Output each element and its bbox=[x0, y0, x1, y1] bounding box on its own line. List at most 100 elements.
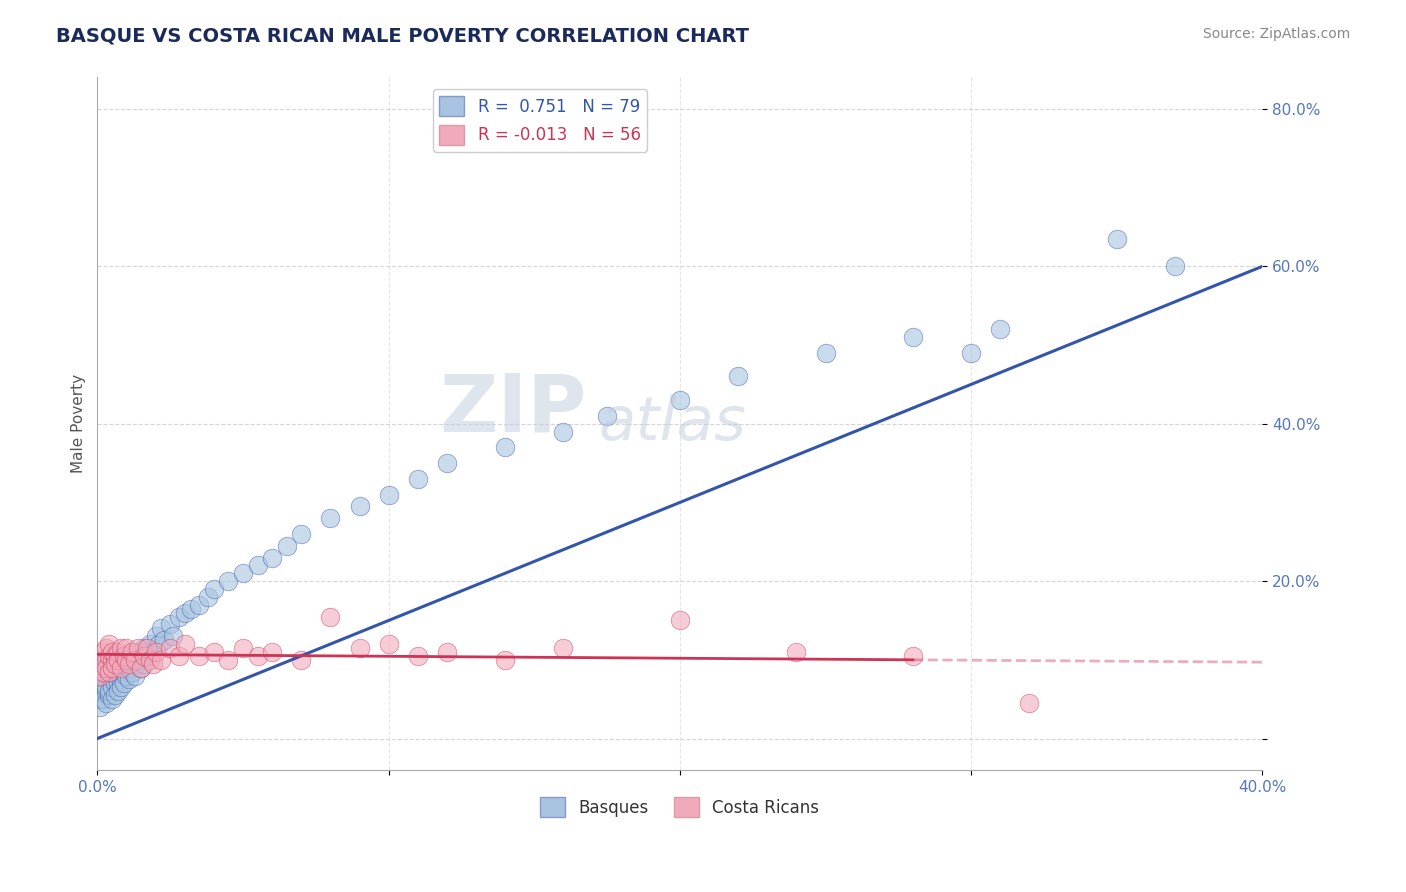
Point bbox=[94, 681, 117, 695]
Point bbox=[150, 653, 173, 667]
Point bbox=[150, 621, 173, 635]
Point bbox=[91, 668, 114, 682]
Point bbox=[104, 648, 127, 663]
Point bbox=[121, 665, 143, 679]
Point bbox=[129, 661, 152, 675]
Point bbox=[159, 617, 181, 632]
Point bbox=[118, 657, 141, 671]
Point bbox=[202, 645, 225, 659]
Point bbox=[110, 681, 132, 695]
Point bbox=[110, 661, 132, 675]
Point bbox=[104, 688, 127, 702]
Point bbox=[104, 657, 127, 671]
Point bbox=[129, 653, 152, 667]
Point bbox=[121, 653, 143, 667]
Point bbox=[115, 653, 138, 667]
Point bbox=[262, 645, 284, 659]
Legend: Basques, Costa Ricans: Basques, Costa Ricans bbox=[534, 790, 827, 824]
Y-axis label: Male Poverty: Male Poverty bbox=[72, 374, 86, 474]
Point bbox=[132, 648, 155, 663]
Point bbox=[98, 684, 121, 698]
Point bbox=[262, 550, 284, 565]
Point bbox=[94, 653, 117, 667]
Point bbox=[727, 369, 749, 384]
Point bbox=[91, 645, 114, 659]
Text: atlas: atlas bbox=[599, 394, 747, 453]
Point bbox=[377, 637, 399, 651]
Point bbox=[118, 661, 141, 675]
Point bbox=[246, 558, 269, 573]
Point bbox=[94, 696, 117, 710]
Point bbox=[118, 673, 141, 687]
Point bbox=[148, 637, 170, 651]
Point bbox=[91, 692, 114, 706]
Point bbox=[107, 668, 129, 682]
Point bbox=[112, 665, 135, 679]
Point bbox=[101, 645, 124, 659]
Point bbox=[89, 661, 111, 675]
Point bbox=[173, 637, 195, 651]
Point bbox=[89, 676, 111, 690]
Point bbox=[104, 676, 127, 690]
Point bbox=[139, 637, 162, 651]
Point bbox=[107, 684, 129, 698]
Point bbox=[596, 409, 619, 423]
Text: BASQUE VS COSTA RICAN MALE POVERTY CORRELATION CHART: BASQUE VS COSTA RICAN MALE POVERTY CORRE… bbox=[56, 27, 749, 45]
Point bbox=[145, 629, 167, 643]
Point bbox=[115, 668, 138, 682]
Point bbox=[162, 629, 184, 643]
Point bbox=[197, 590, 219, 604]
Point bbox=[127, 645, 149, 659]
Point bbox=[94, 673, 117, 687]
Point bbox=[124, 653, 146, 667]
Point bbox=[101, 653, 124, 667]
Point bbox=[129, 661, 152, 675]
Point bbox=[319, 511, 342, 525]
Point bbox=[901, 330, 924, 344]
Point bbox=[142, 645, 165, 659]
Point bbox=[98, 688, 121, 702]
Point bbox=[110, 640, 132, 655]
Point bbox=[104, 665, 127, 679]
Text: Source: ZipAtlas.com: Source: ZipAtlas.com bbox=[1202, 27, 1350, 41]
Point bbox=[785, 645, 807, 659]
Point bbox=[94, 684, 117, 698]
Point bbox=[135, 640, 157, 655]
Point bbox=[153, 633, 176, 648]
Point bbox=[91, 676, 114, 690]
Point bbox=[101, 661, 124, 675]
Point bbox=[553, 425, 575, 439]
Point bbox=[107, 645, 129, 659]
Point bbox=[669, 614, 692, 628]
Point bbox=[139, 653, 162, 667]
Point bbox=[232, 640, 254, 655]
Point bbox=[89, 653, 111, 667]
Point bbox=[553, 640, 575, 655]
Point bbox=[132, 640, 155, 655]
Point bbox=[246, 648, 269, 663]
Point bbox=[319, 609, 342, 624]
Point bbox=[115, 657, 138, 671]
Point bbox=[89, 668, 111, 682]
Point bbox=[202, 582, 225, 596]
Point bbox=[124, 668, 146, 682]
Point bbox=[901, 648, 924, 663]
Point bbox=[107, 676, 129, 690]
Point bbox=[217, 574, 239, 588]
Point bbox=[436, 456, 458, 470]
Point bbox=[180, 601, 202, 615]
Point bbox=[232, 566, 254, 581]
Point bbox=[127, 640, 149, 655]
Point bbox=[135, 648, 157, 663]
Point bbox=[101, 661, 124, 675]
Point bbox=[276, 539, 298, 553]
Point bbox=[988, 322, 1011, 336]
Point bbox=[1164, 260, 1187, 274]
Point bbox=[494, 653, 516, 667]
Point bbox=[124, 657, 146, 671]
Point bbox=[814, 346, 837, 360]
Point bbox=[377, 487, 399, 501]
Point bbox=[159, 640, 181, 655]
Point bbox=[406, 472, 429, 486]
Point bbox=[1018, 696, 1040, 710]
